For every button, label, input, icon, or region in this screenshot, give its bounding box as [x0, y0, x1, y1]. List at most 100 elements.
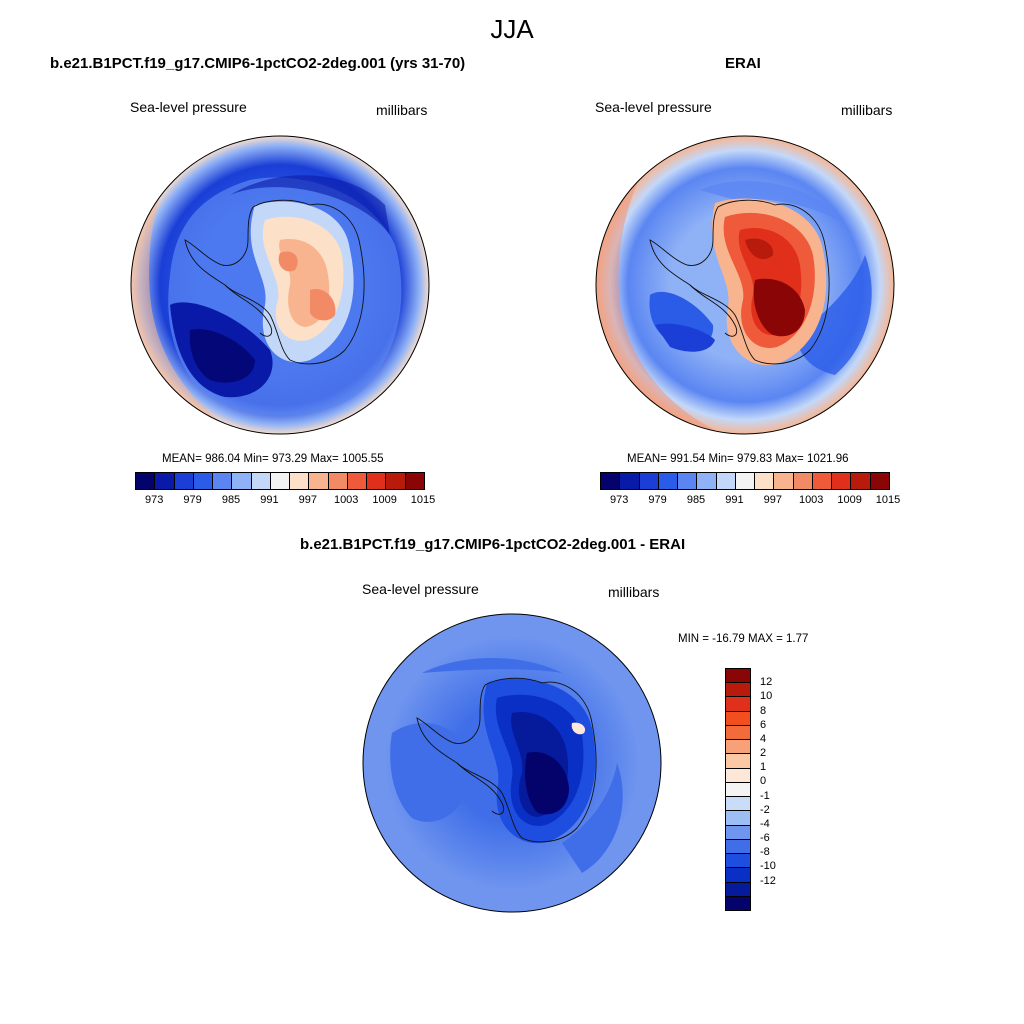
panel3-colorbar-label: -1	[760, 789, 770, 802]
panel3-colorbar-swatch	[726, 882, 750, 897]
panel3-colorbar-swatch	[726, 669, 750, 684]
panel3-colorbar	[725, 668, 751, 911]
panel1-variable: Sea-level pressure	[130, 99, 247, 115]
panel3-colorbar-label: 2	[760, 747, 767, 760]
panel2-colorbar-swatch	[735, 473, 756, 489]
panel3-colorbar-swatch	[726, 797, 750, 812]
panel3-colorbar-label: -2	[760, 803, 770, 816]
panel1-colorbar-ticks: 973 979 985 991 997 1003 1009 1015	[135, 494, 435, 508]
panel2-colorbar-swatch	[601, 473, 621, 489]
panel2-colorbar-label: 991	[725, 494, 744, 506]
panel1-colorbar-label: 985	[221, 494, 241, 506]
panel2-colorbar-swatch	[870, 473, 889, 489]
panel3-colorbar-swatch	[726, 740, 750, 755]
panel3-colorbar-label: -8	[760, 846, 770, 859]
panel3-colorbar-swatch	[726, 839, 750, 855]
panel1-colorbar-label: 979	[183, 494, 202, 506]
panel1-colorbar-swatch	[193, 473, 214, 489]
panel3-colorbar-label: -10	[760, 860, 776, 873]
panel1-colorbar-swatch	[290, 473, 310, 489]
panel2-colorbar-ticks: 973 979 985 991 997 1003 1009 1015	[600, 494, 900, 508]
panel3-colorbar-swatch	[726, 868, 750, 883]
panel1-colorbar-label: 1015	[410, 494, 436, 506]
panel3-colorbar-swatch	[726, 697, 750, 712]
panel2-colorbar-label: 973	[610, 494, 629, 506]
panel3-units: millibars	[608, 584, 660, 600]
panel1-colorbar-label: 973	[145, 494, 164, 506]
panel2-colorbar-swatch	[716, 473, 736, 489]
panel1-units: millibars	[376, 102, 428, 118]
panel3-colorbar-swatch	[726, 825, 750, 840]
panel2-colorbar-swatch	[697, 473, 717, 489]
panel3-colorbar-swatch	[726, 854, 750, 869]
panel1-colorbar-swatch	[405, 473, 424, 489]
panel3-colorbar-label: -6	[760, 832, 770, 845]
panel1-colorbar-label: 1009	[372, 494, 397, 506]
panel3-colorbar-swatch	[726, 811, 750, 826]
panel2-colorbar-label: 1015	[875, 494, 901, 506]
panel3-colorbar-label: 1	[760, 761, 767, 774]
panel1-colorbar-swatch	[251, 473, 271, 489]
panel3-colorbar-swatch	[726, 896, 750, 910]
panel2-colorbar-swatch	[851, 473, 871, 489]
panel2-colorbar-swatch	[678, 473, 698, 489]
panel3-colorbar-swatch	[726, 768, 750, 783]
panel3-colorbar-ticks: 12 10 8 6 4 2 1 0 -1 -2 -4 -6 -8 -10 -12	[760, 668, 800, 911]
panel1-colorbar-swatch	[328, 473, 348, 489]
panel3-colorbar-label: 8	[760, 704, 767, 717]
panel2-colorbar-label: 979	[648, 494, 667, 506]
panel2-colorbar-label: 1003	[798, 494, 824, 506]
panel1-colorbar-swatch	[155, 473, 175, 489]
panel3-stats: MIN = -16.79 MAX = 1.77	[678, 633, 809, 645]
panel2-colorbar	[600, 472, 890, 490]
panel1-colorbar	[135, 472, 425, 490]
panel3-variable: Sea-level pressure	[362, 581, 479, 597]
panel2-colorbar-swatch	[832, 473, 852, 489]
panel3-colorbar-swatch	[726, 725, 750, 741]
panel2-colorbar-swatch	[755, 473, 775, 489]
panel1-polar-map	[130, 135, 430, 435]
panel3-colorbar-label: 6	[760, 718, 767, 731]
panel3-colorbar-swatch	[726, 711, 750, 726]
panel3-title: b.e21.B1PCT.f19_g17.CMIP6-1pctCO2-2deg.0…	[300, 536, 686, 553]
panel1-colorbar-swatch	[213, 473, 233, 489]
panel3-colorbar-label: 10	[760, 690, 773, 703]
panel2-colorbar-swatch	[639, 473, 659, 489]
figure-title: JJA	[490, 14, 534, 44]
panel1-colorbar-swatch	[386, 473, 406, 489]
panel1-colorbar-swatch	[367, 473, 387, 489]
panel2-colorbar-swatch	[774, 473, 794, 489]
panel1-colorbar-swatch	[136, 473, 156, 489]
panel1-colorbar-swatch	[174, 473, 194, 489]
panel2-variable: Sea-level pressure	[595, 99, 712, 115]
panel1-colorbar-swatch	[309, 473, 329, 489]
panel2-title: ERAI	[725, 55, 761, 72]
panel3-colorbar-swatch	[726, 782, 750, 798]
panel3-colorbar-label: 0	[760, 775, 767, 788]
panel2-colorbar-swatch	[812, 473, 833, 489]
panel1-colorbar-swatch	[232, 473, 252, 489]
panel2-colorbar-swatch	[658, 473, 679, 489]
panel1-colorbar-swatch	[270, 473, 291, 489]
panel2-colorbar-label: 997	[763, 494, 782, 506]
panel1-colorbar-swatch	[347, 473, 368, 489]
panel1-colorbar-label: 997	[298, 494, 317, 506]
panel3-colorbar-label: -12	[760, 874, 776, 887]
panel1-colorbar-label: 991	[260, 494, 279, 506]
panel3-colorbar-swatch	[726, 683, 750, 698]
panel2-units: millibars	[841, 102, 893, 118]
panel3-colorbar-label: -4	[760, 817, 770, 830]
panel1-stats: MEAN= 986.04 Min= 973.29 Max= 1005.55	[162, 453, 384, 465]
panel1-colorbar-label: 1003	[333, 494, 359, 506]
panel2-colorbar-label: 985	[686, 494, 706, 506]
panel3-colorbar-swatch	[726, 754, 750, 769]
panel3-colorbar-label: 4	[760, 732, 767, 745]
panel1-title: b.e21.B1PCT.f19_g17.CMIP6-1pctCO2-2deg.0…	[50, 55, 466, 72]
panel2-stats: MEAN= 991.54 Min= 979.83 Max= 1021.96	[627, 453, 849, 465]
panel2-polar-map	[595, 135, 895, 435]
panel2-colorbar-swatch	[620, 473, 640, 489]
panel2-colorbar-swatch	[793, 473, 813, 489]
panel2-colorbar-label: 1009	[837, 494, 862, 506]
panel3-colorbar-label: 12	[760, 676, 773, 689]
panel3-polar-map	[362, 613, 662, 913]
